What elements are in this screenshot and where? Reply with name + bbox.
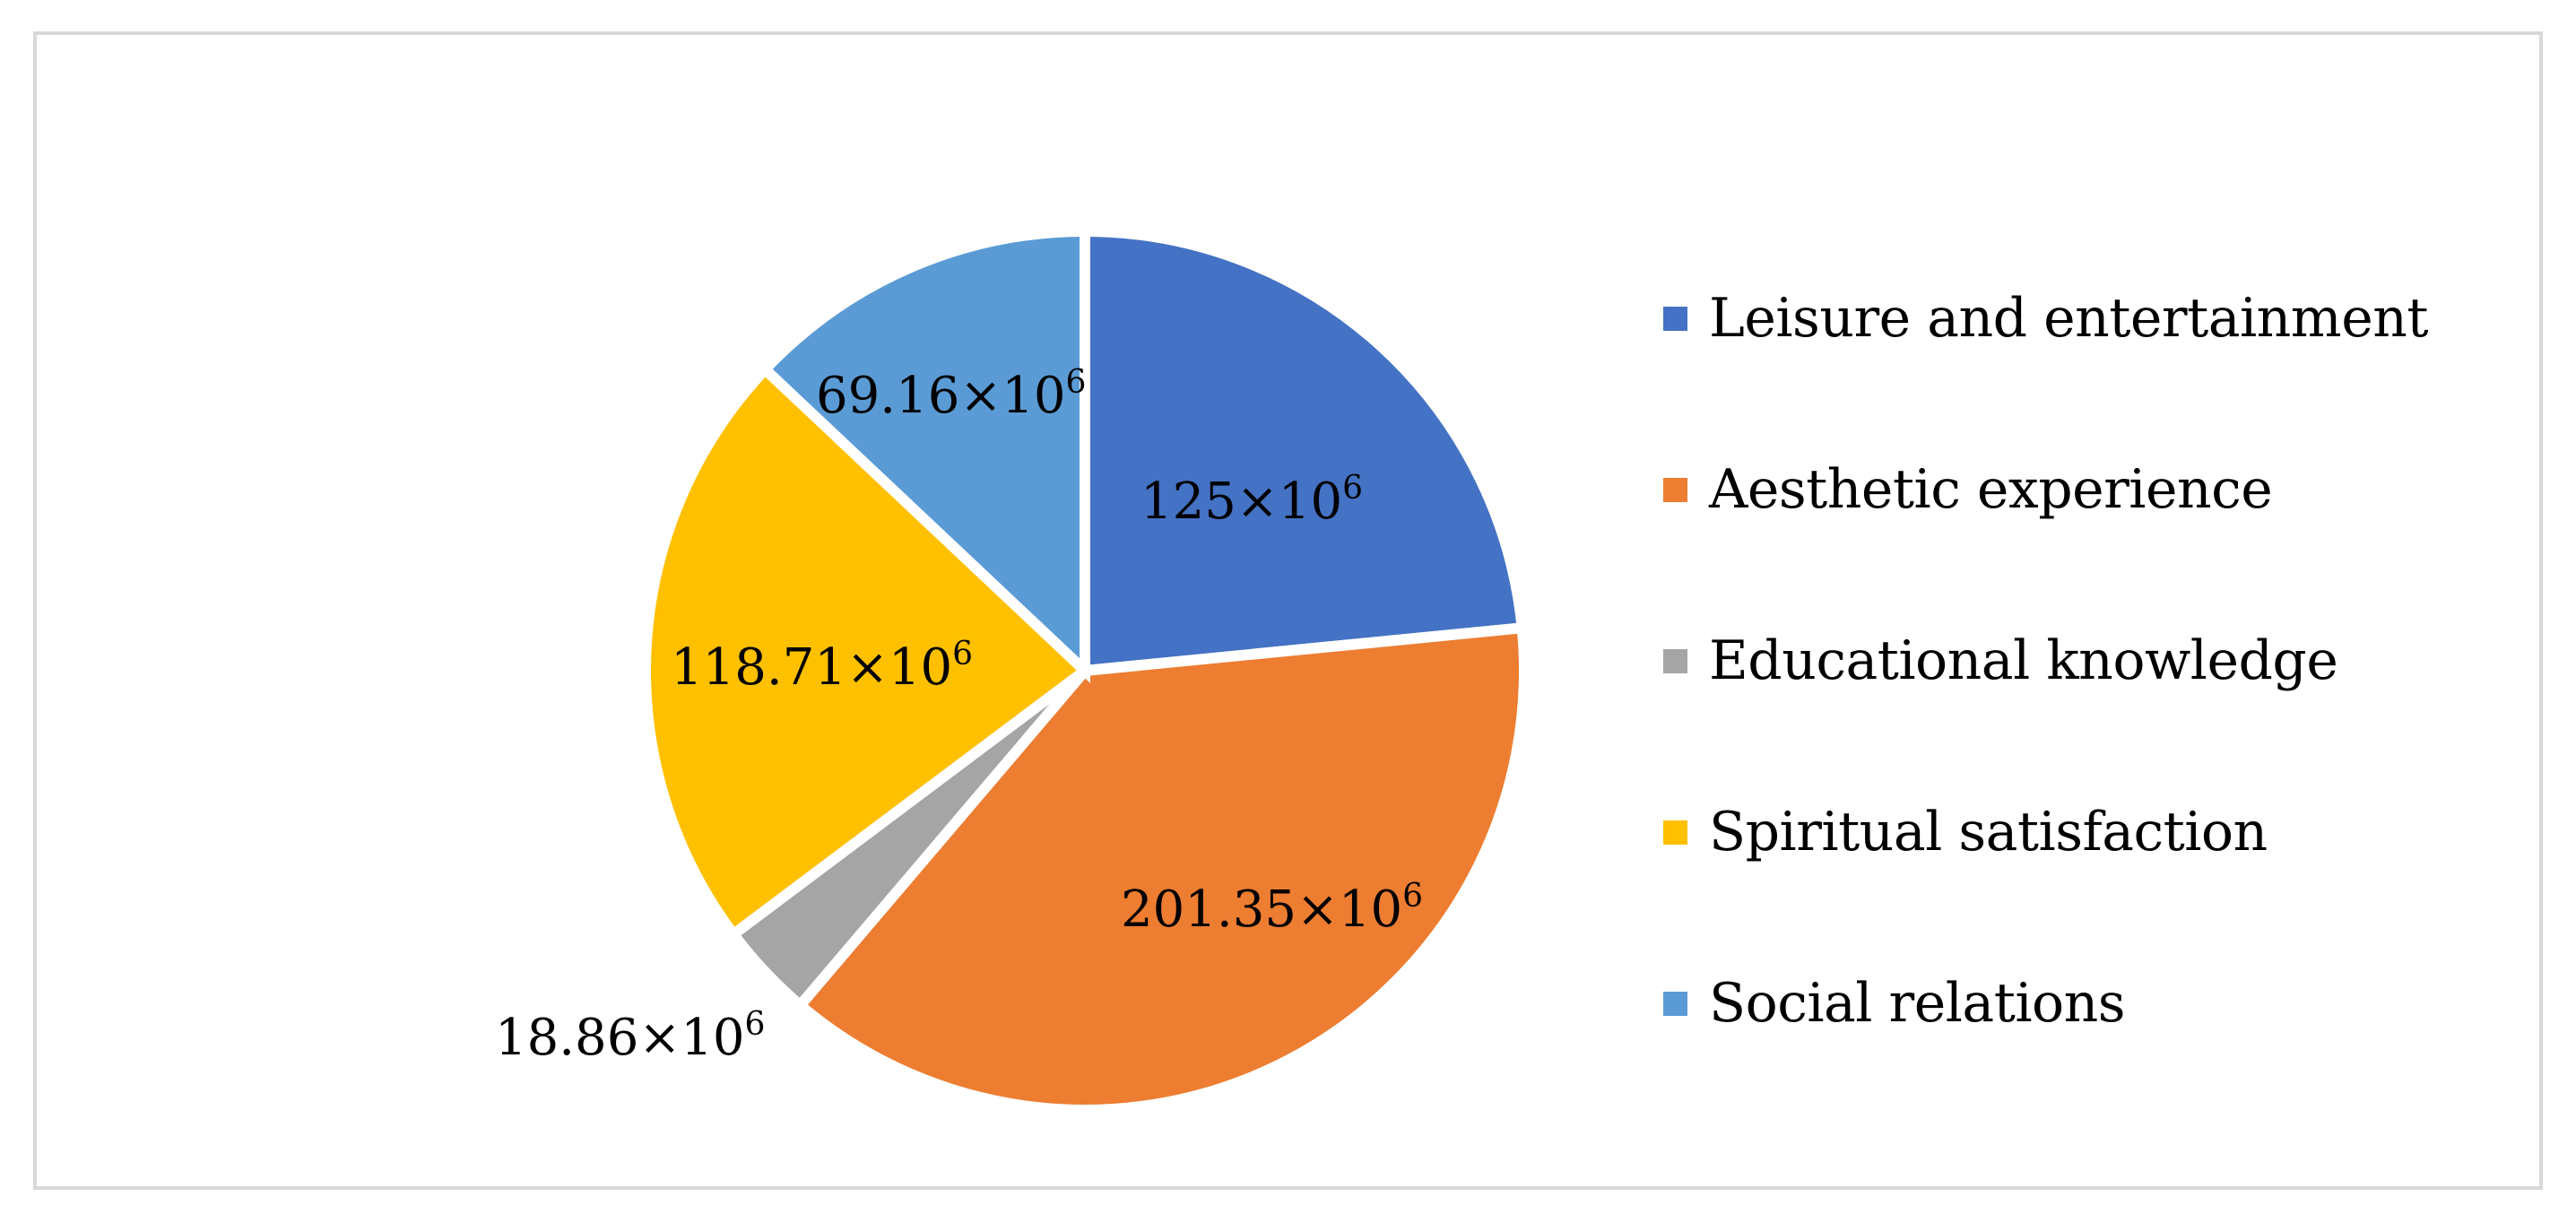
pie-slice-leisure-and-entertainment bbox=[1080, 225, 1529, 677]
legend-item-aesthetic-experience: Aesthetic experience bbox=[1663, 454, 2273, 525]
legend-label: Leisure and entertainment bbox=[1709, 287, 2428, 350]
legend-swatch bbox=[1663, 477, 1687, 502]
legend-swatch bbox=[1663, 648, 1687, 673]
legend-label: Spiritual satisfaction bbox=[1709, 801, 2268, 863]
legend-swatch bbox=[1663, 991, 1687, 1016]
data-label-social-relations: 69.16×106 bbox=[816, 364, 1086, 425]
data-label-aesthetic-experience: 201.35×106 bbox=[1121, 878, 1423, 939]
legend-swatch bbox=[1663, 820, 1687, 845]
data-label-leisure-and-entertainment: 125×106 bbox=[1141, 470, 1363, 531]
pie-slice-aesthetic-experience bbox=[793, 621, 1530, 1115]
pie-slice-social-relations bbox=[757, 225, 1090, 683]
legend-label: Aesthetic experience bbox=[1709, 458, 2273, 521]
legend-item-social-relations: Social relations bbox=[1663, 967, 2126, 1039]
data-label-spiritual-satisfaction: 118.71×106 bbox=[671, 636, 973, 697]
data-label-educational-knowledge: 18.86×106 bbox=[495, 1006, 765, 1067]
legend-swatch bbox=[1663, 306, 1687, 331]
legend-item-leisure-and-entertainment: Leisure and entertainment bbox=[1663, 282, 2428, 354]
legend-label: Social relations bbox=[1709, 972, 2126, 1035]
legend-item-educational-knowledge: Educational knowledge bbox=[1663, 625, 2338, 697]
legend-item-spiritual-satisfaction: Spiritual satisfaction bbox=[1663, 796, 2268, 868]
pie-slice-spiritual-satisfaction bbox=[640, 361, 1094, 942]
legend-label: Educational knowledge bbox=[1709, 629, 2338, 692]
